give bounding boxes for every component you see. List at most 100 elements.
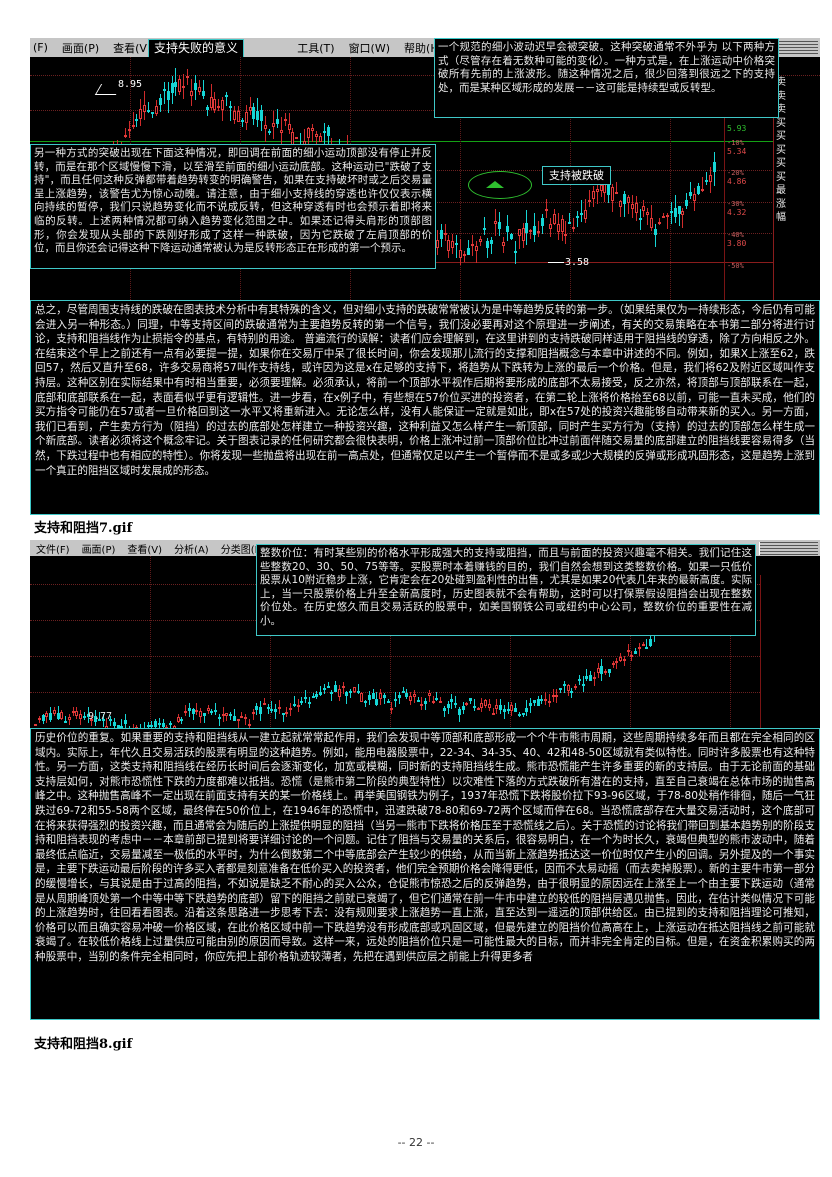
- candlestick: [379, 688, 382, 705]
- candlestick: [611, 661, 615, 669]
- candlestick: [236, 105, 240, 123]
- side-column-item[interactable]: 买: [776, 158, 786, 169]
- candlestick: [685, 193, 689, 210]
- candlestick: [589, 671, 592, 682]
- side-column-item[interactable]: 最: [776, 185, 786, 196]
- menu-report-2[interactable]: 分类图(F): [220, 544, 265, 556]
- candlestick: [626, 195, 630, 215]
- candlestick: [289, 703, 292, 716]
- candlestick: [41, 714, 45, 725]
- candlestick: [123, 127, 127, 139]
- vgridline: [240, 57, 241, 510]
- candlestick: [457, 706, 461, 723]
- candlestick: [510, 702, 514, 716]
- candlestick: [56, 705, 60, 720]
- candlestick: [37, 715, 41, 724]
- candlestick: [443, 224, 447, 242]
- candlestick: [349, 689, 352, 698]
- price-mid-annotation-2: 9.77: [88, 711, 113, 722]
- candlestick: [592, 672, 596, 686]
- candlestick: [79, 710, 82, 725]
- candlestick: [626, 644, 630, 657]
- side-column-item[interactable]: 卖: [776, 104, 786, 115]
- candlestick: [251, 709, 255, 721]
- candlestick: [474, 240, 478, 264]
- candlestick: [577, 675, 581, 685]
- candlestick: [157, 717, 161, 730]
- candlestick: [150, 721, 154, 732]
- candlestick: [466, 239, 470, 256]
- candlestick: [461, 701, 465, 715]
- menu-window[interactable]: 窗口(W): [348, 41, 391, 55]
- side-column-item[interactable]: 买: [776, 117, 786, 129]
- side-column-item[interactable]: 卖: [776, 77, 786, 88]
- candlestick: [112, 718, 116, 732]
- menu-grip-handle-2[interactable]: [759, 541, 818, 555]
- menu-view-2[interactable]: 查看(V): [127, 544, 163, 556]
- candlestick: [708, 167, 712, 194]
- candlestick: [262, 697, 266, 705]
- candlestick: [184, 705, 187, 716]
- side-column-item[interactable]: 卖: [776, 90, 786, 102]
- candlestick: [572, 217, 576, 232]
- menu-file[interactable]: (F): [33, 41, 48, 54]
- menu-tools[interactable]: 工具(T): [297, 41, 335, 55]
- side-column-item[interactable]: 买: [776, 131, 786, 142]
- candlestick: [206, 705, 210, 715]
- figure2-caption: 支持和阻挡8.gif: [34, 1037, 133, 1052]
- candlestick: [442, 705, 446, 717]
- candlestick: [201, 80, 205, 100]
- candlestick: [604, 669, 607, 676]
- candlestick: [634, 196, 638, 222]
- candlestick: [341, 681, 345, 695]
- candlestick: [689, 182, 693, 200]
- candlestick: [190, 79, 193, 106]
- candlestick: [556, 212, 560, 240]
- candlestick: [513, 241, 517, 264]
- candlestick: [521, 223, 525, 249]
- menu-view[interactable]: 查看(V): [113, 41, 152, 55]
- candlestick: [356, 684, 360, 694]
- candlestick: [397, 691, 401, 705]
- side-column-item[interactable]: 买: [776, 144, 786, 156]
- candlestick: [90, 716, 94, 726]
- candlestick: [326, 681, 330, 689]
- vgridline: [350, 57, 351, 510]
- candlestick: [191, 708, 195, 720]
- candlestick: [330, 689, 334, 701]
- gridline-green: [30, 141, 820, 142]
- candlestick: [600, 659, 604, 681]
- candlestick: [240, 117, 244, 127]
- callout-second-breakout-explanation: 另一种方式的突破出现在下面这种情况，即回调在前面的细小运动顶部没有停止并反转，而…: [30, 144, 436, 269]
- candlestick: [451, 234, 455, 255]
- menu-analysis-2[interactable]: 分析(A): [174, 544, 209, 556]
- candlestick: [470, 235, 474, 256]
- candlestick: [576, 211, 580, 227]
- side-column-item[interactable]: 涨: [776, 198, 786, 210]
- menu-file-2[interactable]: 文件(F): [36, 544, 70, 556]
- candlestick: [307, 697, 311, 709]
- candlestick: [210, 708, 214, 715]
- candlestick: [615, 658, 619, 669]
- menu-help[interactable]: 帮助(H): [404, 41, 443, 55]
- candlestick: [499, 699, 502, 714]
- candlestick: [630, 650, 634, 661]
- breakout-ellipse-marker: [468, 171, 532, 199]
- leader-line: [94, 84, 123, 95]
- candlestick: [180, 717, 184, 725]
- candlestick: [495, 698, 499, 715]
- price-label: 4.32: [727, 208, 747, 217]
- candlestick: [304, 689, 307, 703]
- side-column-item[interactable]: 幅: [776, 212, 786, 223]
- menu-screen[interactable]: 画面(P): [61, 41, 100, 55]
- candlestick: [463, 251, 466, 262]
- candlestick: [564, 220, 568, 244]
- candlestick: [319, 685, 322, 696]
- candlestick: [255, 702, 259, 716]
- candlestick: [502, 236, 505, 254]
- menu-screen-2[interactable]: 画面(P): [81, 544, 116, 556]
- candlestick: [296, 698, 300, 712]
- callout-round-numbers-explanation: 整数价位：有时某些别的价格水平形成强大的支持或阻挡，而且与前面的投资兴趣毫不相关…: [256, 544, 756, 636]
- candlestick: [120, 718, 124, 730]
- side-column-item[interactable]: 买: [776, 171, 786, 183]
